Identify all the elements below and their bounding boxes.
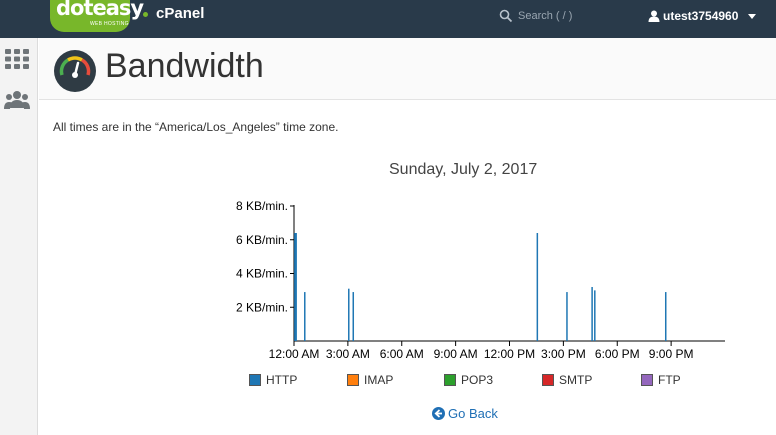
go-back-link[interactable]: Go Back <box>432 406 498 421</box>
legend-item-imap: IMAP <box>347 372 393 388</box>
legend-label: HTTP <box>266 373 298 387</box>
legend-label: IMAP <box>364 373 394 387</box>
x-tick-label: 6:00 PM <box>595 347 640 361</box>
timezone-note: All times are in the “America/Los_Angele… <box>53 120 339 134</box>
legend-swatch <box>347 374 359 386</box>
page-header: Bandwidth <box>39 38 776 100</box>
go-back-label: Go Back <box>448 406 498 421</box>
grid-icon[interactable] <box>4 46 30 72</box>
x-tick-label: 12:00 PM <box>484 347 535 361</box>
legend-item-ftp: FTP <box>641 372 681 388</box>
separator-dot <box>143 12 148 17</box>
x-tick-label: 9:00 PM <box>649 347 694 361</box>
y-tick-label: 8 KB/min. <box>236 199 288 213</box>
y-tick-label: 6 KB/min. <box>236 233 288 247</box>
bar-http <box>352 292 355 341</box>
username: utest3754960 <box>663 9 739 23</box>
legend-swatch <box>444 374 456 386</box>
x-tick-label: 12:00 AM <box>269 347 320 361</box>
legend-label: FTP <box>658 373 681 387</box>
cpanel-label[interactable]: cPanel <box>156 5 205 22</box>
bar-http <box>594 290 596 341</box>
user-icon <box>648 10 660 22</box>
legend-item-smtp: SMTP <box>542 372 592 388</box>
legend-item-pop3: POP3 <box>444 372 493 388</box>
logo-text: doteasy <box>56 0 144 20</box>
chevron-down-icon <box>748 13 757 19</box>
legend-swatch <box>542 374 554 386</box>
users-icon[interactable] <box>4 88 30 114</box>
x-tick-label: 3:00 AM <box>326 347 370 361</box>
bar-http <box>294 233 296 341</box>
search-icon[interactable] <box>499 9 513 23</box>
legend-label: POP3 <box>461 373 494 387</box>
bar-http <box>304 292 306 341</box>
bar-http <box>536 233 539 341</box>
x-tick-label: 3:00 PM <box>541 347 586 361</box>
y-tick-label: 4 KB/min. <box>236 267 288 281</box>
logo-subtitle: WEB HOSTING <box>90 21 129 27</box>
back-arrow-icon <box>432 407 445 420</box>
x-tick-label: 9:00 AM <box>434 347 478 361</box>
bar-http <box>348 288 350 341</box>
x-tick-label: 6:00 AM <box>380 347 424 361</box>
user-menu[interactable]: utest3754960 <box>648 7 757 25</box>
search-input[interactable] <box>518 6 628 26</box>
chart-title: Sunday, July 2, 2017 <box>389 161 538 178</box>
page-title: Bandwidth <box>105 47 264 85</box>
bar-http <box>591 287 593 341</box>
bar-http <box>566 292 568 341</box>
legend-swatch <box>249 374 261 386</box>
top-navigation-bar: doteasy WEB HOSTING cPanel utest3754960 <box>0 0 776 38</box>
legend-label: SMTP <box>559 373 593 387</box>
legend-item-http: HTTP <box>249 372 297 388</box>
gauge-icon <box>54 50 96 92</box>
y-tick-label: 2 KB/min. <box>236 300 288 314</box>
side-rail <box>0 38 38 435</box>
legend-swatch <box>641 374 653 386</box>
doteasy-logo[interactable]: doteasy WEB HOSTING <box>50 0 144 34</box>
bar-http <box>664 292 667 341</box>
bar-http <box>295 233 297 341</box>
